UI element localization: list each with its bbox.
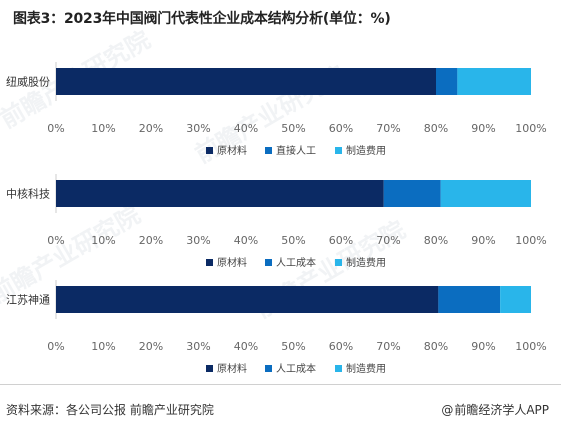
- x-tick-label: 60%: [329, 234, 353, 247]
- legend-label: 人工成本: [276, 256, 316, 269]
- source-note: 资料来源：各公司公报 前瞻产业研究院: [6, 403, 214, 417]
- category-label: 中核科技: [6, 187, 50, 201]
- x-tick-label: 50%: [281, 122, 305, 135]
- bar-segment: [457, 68, 531, 95]
- x-tick-label: 90%: [471, 234, 495, 247]
- stacked-bar-charts: 纽威股份 0% 10% 20% 30% 40% 50% 60% 70% 80% 90% 100% 原材料…: [6, 62, 547, 375]
- legend-label: 原材料: [217, 256, 247, 269]
- legend-label: 制造费用: [346, 362, 386, 375]
- chart-title: 图表3：2023年中国阀门代表性企业成本结构分析(单位：%): [13, 11, 391, 27]
- x-tick-label: 0%: [47, 340, 64, 353]
- legend-label: 制造费用: [346, 144, 386, 157]
- brand-label: @前瞻经济学人APP: [441, 401, 549, 418]
- bar-segment: [436, 68, 458, 95]
- bar-segment: [56, 68, 436, 95]
- legend-label: 原材料: [217, 362, 247, 375]
- x-tick-label: 20%: [139, 340, 163, 353]
- legend-swatch: [335, 365, 342, 372]
- x-tick-label: 30%: [186, 122, 210, 135]
- category-label: 纽威股份: [6, 75, 50, 89]
- bar-segment: [383, 180, 441, 207]
- x-tick-label: 30%: [186, 234, 210, 247]
- legend-label: 制造费用: [346, 256, 386, 269]
- x-tick-label: 0%: [47, 234, 64, 247]
- bar-segment: [440, 180, 531, 207]
- x-tick-label: 10%: [91, 234, 115, 247]
- x-tick-label: 30%: [186, 340, 210, 353]
- x-tick-label: 80%: [424, 234, 448, 247]
- x-tick-label: 90%: [471, 340, 495, 353]
- x-tick-label: 70%: [376, 340, 400, 353]
- legend-label: 原材料: [217, 144, 247, 157]
- legend-swatch: [206, 259, 213, 266]
- legend-swatch: [265, 259, 272, 266]
- legend-label: 人工成本: [276, 362, 316, 375]
- x-tick-label: 70%: [376, 234, 400, 247]
- x-tick-label: 20%: [139, 234, 163, 247]
- x-tick-label: 20%: [139, 122, 163, 135]
- x-tick-label: 50%: [281, 340, 305, 353]
- legend-swatch: [335, 147, 342, 154]
- x-tick-label: 0%: [47, 122, 64, 135]
- x-tick-label: 40%: [234, 122, 258, 135]
- legend-swatch: [335, 259, 342, 266]
- footer: 资料来源：各公司公报 前瞻产业研究院 @前瞻经济学人APP: [0, 384, 561, 428]
- x-tick-label: 60%: [329, 340, 353, 353]
- legend-swatch: [206, 147, 213, 154]
- brand-name: 前瞻经济学人APP: [454, 403, 549, 417]
- legend-swatch: [265, 365, 272, 372]
- bar-segment: [56, 286, 439, 313]
- x-tick-label: 10%: [91, 122, 115, 135]
- x-tick-label: 60%: [329, 122, 353, 135]
- x-tick-label: 80%: [424, 340, 448, 353]
- bar-segment: [500, 286, 531, 313]
- x-tick-label: 80%: [424, 122, 448, 135]
- x-tick-label: 40%: [234, 234, 258, 247]
- legend-label: 直接人工: [276, 144, 316, 157]
- x-tick-label: 90%: [471, 122, 495, 135]
- x-tick-label: 100%: [515, 234, 546, 247]
- legend-swatch: [265, 147, 272, 154]
- x-tick-label: 100%: [515, 122, 546, 135]
- x-tick-label: 100%: [515, 340, 546, 353]
- legend-swatch: [206, 365, 213, 372]
- at-icon: @: [441, 403, 454, 417]
- bar-segment: [56, 180, 384, 207]
- bar-segment: [438, 286, 501, 313]
- x-tick-label: 50%: [281, 234, 305, 247]
- category-label: 江苏神通: [6, 293, 50, 307]
- x-tick-label: 70%: [376, 122, 400, 135]
- x-tick-label: 40%: [234, 340, 258, 353]
- x-tick-label: 10%: [91, 340, 115, 353]
